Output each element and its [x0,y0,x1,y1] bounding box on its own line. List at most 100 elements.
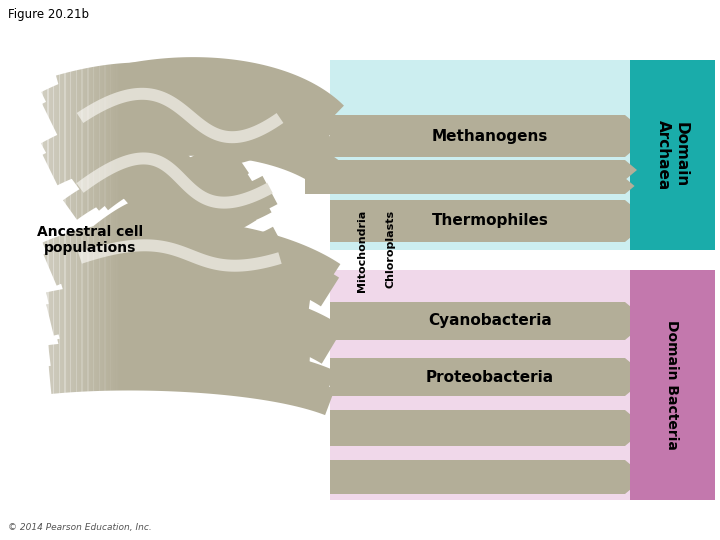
Bar [103,30,104,490]
Bar [48,30,49,490]
Bar [41,30,42,490]
Bar [5,30,6,490]
Bar [74,30,76,490]
Bar [78,30,79,490]
Polygon shape [42,122,340,188]
Bar [16,30,17,490]
Bar [101,30,102,490]
Polygon shape [63,173,256,239]
Bar [28,30,30,490]
Bar [110,30,112,490]
Bar [94,30,95,490]
Polygon shape [78,239,282,272]
Text: Domain Bacteria: Domain Bacteria [665,320,680,450]
Bar [330,60,630,250]
Bar [87,30,89,490]
Text: Domain
Archaea: Domain Archaea [657,120,689,190]
Bar [34,30,35,490]
Bar [78,30,81,490]
Bar [64,30,66,490]
Text: Ancestral cell
populations: Ancestral cell populations [37,225,143,255]
Bar [55,30,56,490]
Polygon shape [43,233,339,306]
Bar [73,30,74,490]
Bar [39,30,40,490]
Bar [37,30,38,490]
Bar [48,30,50,490]
Text: Mitochondria: Mitochondria [357,210,367,292]
Bar [66,30,67,490]
Bar [14,30,16,490]
Bar [86,30,88,490]
Bar [119,30,120,490]
Bar [330,270,630,500]
Polygon shape [111,114,230,185]
Bar [108,30,109,490]
Bar [59,30,61,490]
Bar [44,30,45,490]
Bar [90,30,91,490]
Text: Thermophiles: Thermophiles [431,213,549,228]
Bar [51,30,53,490]
Bar [102,30,103,490]
Bar [52,30,53,490]
Polygon shape [320,160,637,180]
Bar [91,30,92,490]
Bar [9,30,12,490]
Bar [14,30,15,490]
Bar [53,30,55,490]
Bar [97,30,99,490]
Polygon shape [57,316,311,368]
Bar [117,30,119,490]
Polygon shape [56,251,312,314]
Bar [22,30,23,490]
Polygon shape [330,115,650,157]
Text: Chloroplasts: Chloroplasts [385,210,395,288]
Bar [4,30,5,490]
Bar [1,30,3,490]
Bar [99,30,101,490]
Bar [107,30,108,490]
Bar [9,30,10,490]
Bar [42,30,44,490]
Bar [89,30,90,490]
Polygon shape [46,294,338,364]
Bar [27,30,28,490]
Polygon shape [41,57,344,134]
Bar [40,30,42,490]
Bar [71,30,73,490]
Text: Proteobacteria: Proteobacteria [426,369,554,384]
Polygon shape [71,115,249,195]
Bar [18,30,19,490]
Polygon shape [61,262,307,322]
Polygon shape [91,195,287,269]
Text: Figure 20.21b: Figure 20.21b [8,8,89,21]
Polygon shape [117,176,228,232]
Bar [32,30,33,490]
Polygon shape [77,88,284,143]
Polygon shape [42,72,343,148]
Bar [84,30,85,490]
Polygon shape [112,165,225,226]
Bar [25,30,27,490]
Polygon shape [49,362,335,415]
Bar [92,30,94,490]
Bar [50,30,51,490]
Bar [58,30,60,490]
Polygon shape [330,460,645,494]
Polygon shape [48,340,336,399]
Bar [63,30,65,490]
Bar [17,30,19,490]
Bar [67,30,68,490]
Bar [7,30,9,490]
Polygon shape [42,219,341,296]
Bar [6,30,8,490]
Bar [19,30,21,490]
Polygon shape [56,63,314,119]
Bar [76,30,78,490]
Polygon shape [58,327,306,376]
Polygon shape [82,91,284,164]
Polygon shape [330,200,650,242]
Bar [35,30,37,490]
Bar [69,30,71,490]
